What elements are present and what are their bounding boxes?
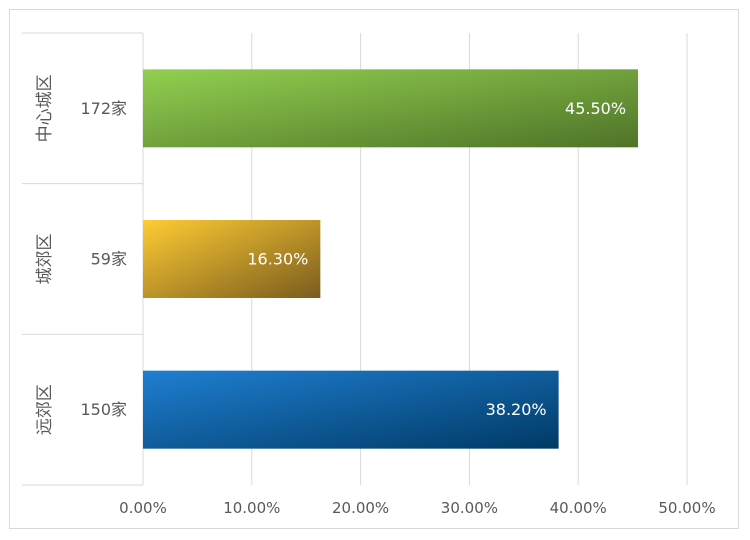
x-tick-label: 30.00% [441,499,498,517]
x-tick-label: 50.00% [658,499,715,517]
x-axis-ticks: 0.00% 10.00% 20.00% 30.00% 40.00% 50.00% [119,499,715,517]
bars [143,69,639,449]
category-count-label: 59家 [91,250,127,269]
category-count-label: 172家 [80,99,127,118]
data-labels: 45.50% 16.30% 38.20% [247,99,626,419]
x-tick-label: 40.00% [550,499,607,517]
bar-value-label: 38.20% [486,400,547,419]
bar-value-label: 16.30% [247,250,308,269]
bar-value-label: 45.50% [565,99,626,118]
bar [143,220,321,298]
category-group-label: 城郊区 [35,234,55,285]
bar [143,370,559,449]
x-tick-label: 20.00% [332,499,389,517]
bar [143,69,639,148]
x-tick-label: 0.00% [119,499,167,517]
category-count-label: 150家 [80,400,127,419]
x-tick-label: 10.00% [223,499,280,517]
category-group-label: 中心城区 [35,74,55,142]
category-group-label: 远郊区 [35,384,55,435]
